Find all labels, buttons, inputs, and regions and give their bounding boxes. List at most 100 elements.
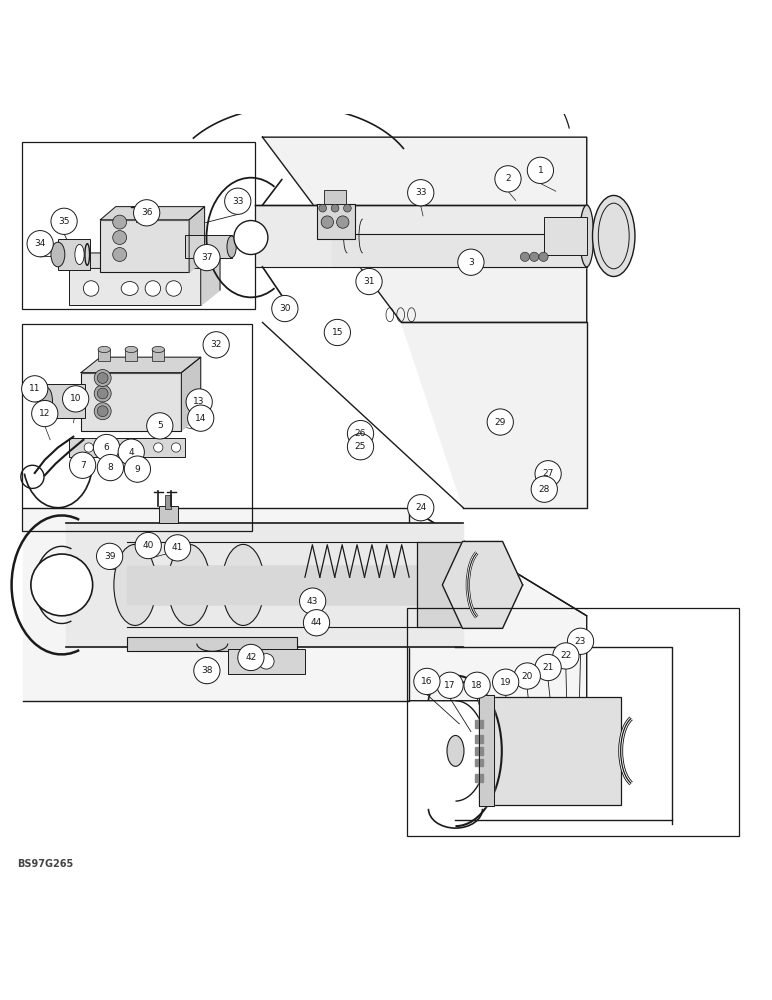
Polygon shape xyxy=(475,759,482,766)
Circle shape xyxy=(110,443,119,452)
Bar xyxy=(46,384,85,418)
Text: 42: 42 xyxy=(245,653,256,662)
Text: 35: 35 xyxy=(59,217,69,226)
Circle shape xyxy=(135,532,161,559)
Circle shape xyxy=(83,281,99,296)
Text: 24: 24 xyxy=(415,503,426,512)
Bar xyxy=(417,542,479,627)
Circle shape xyxy=(171,443,181,452)
Ellipse shape xyxy=(447,735,464,766)
Bar xyxy=(58,239,90,270)
Polygon shape xyxy=(23,508,409,701)
Text: 34: 34 xyxy=(35,239,46,248)
Text: 12: 12 xyxy=(39,409,50,418)
Polygon shape xyxy=(479,695,494,806)
Text: 28: 28 xyxy=(539,485,550,494)
Ellipse shape xyxy=(593,195,635,277)
Circle shape xyxy=(238,644,264,671)
Circle shape xyxy=(97,406,108,417)
Circle shape xyxy=(310,618,320,627)
Text: 15: 15 xyxy=(332,328,343,337)
Circle shape xyxy=(347,420,374,447)
Circle shape xyxy=(96,543,123,569)
Circle shape xyxy=(134,200,160,226)
Circle shape xyxy=(27,231,53,257)
Text: 9: 9 xyxy=(134,465,141,474)
Circle shape xyxy=(437,672,463,698)
Circle shape xyxy=(331,204,339,212)
Circle shape xyxy=(51,208,77,234)
Polygon shape xyxy=(69,253,220,268)
Bar xyxy=(185,235,232,258)
Circle shape xyxy=(539,252,548,261)
Ellipse shape xyxy=(227,236,236,258)
Text: 44: 44 xyxy=(311,618,322,627)
Circle shape xyxy=(22,376,48,402)
Text: 43: 43 xyxy=(307,597,318,606)
Bar xyxy=(544,217,587,255)
Circle shape xyxy=(164,535,191,561)
Bar xyxy=(324,190,346,204)
FancyBboxPatch shape xyxy=(317,204,355,239)
Text: 41: 41 xyxy=(172,543,183,552)
Text: 7: 7 xyxy=(80,461,86,470)
Bar xyxy=(228,649,305,674)
Circle shape xyxy=(63,386,89,412)
Circle shape xyxy=(32,400,58,427)
Text: 36: 36 xyxy=(141,208,152,217)
Polygon shape xyxy=(255,205,587,267)
Bar xyxy=(165,495,171,509)
Ellipse shape xyxy=(121,282,138,295)
Text: 27: 27 xyxy=(543,469,554,478)
Circle shape xyxy=(94,403,111,420)
Polygon shape xyxy=(332,234,587,267)
Ellipse shape xyxy=(114,544,156,625)
Bar xyxy=(407,608,739,836)
Polygon shape xyxy=(475,720,482,728)
Circle shape xyxy=(531,476,557,502)
Circle shape xyxy=(344,204,351,212)
Circle shape xyxy=(319,204,327,212)
Text: 6: 6 xyxy=(103,443,110,452)
Bar xyxy=(479,697,621,805)
FancyBboxPatch shape xyxy=(81,373,181,431)
Bar xyxy=(98,349,110,361)
Polygon shape xyxy=(262,137,587,322)
Polygon shape xyxy=(100,207,205,220)
Circle shape xyxy=(414,668,440,695)
Text: 31: 31 xyxy=(364,277,374,286)
Circle shape xyxy=(535,461,561,487)
Circle shape xyxy=(487,409,513,435)
Circle shape xyxy=(300,588,326,614)
Circle shape xyxy=(118,439,144,465)
Circle shape xyxy=(113,215,127,229)
Polygon shape xyxy=(409,508,587,701)
Bar xyxy=(127,637,297,651)
Polygon shape xyxy=(127,566,417,604)
Text: 25: 25 xyxy=(355,442,366,451)
Ellipse shape xyxy=(218,337,222,345)
Circle shape xyxy=(527,157,554,183)
Text: 10: 10 xyxy=(70,394,81,403)
Bar xyxy=(22,324,252,531)
Circle shape xyxy=(530,252,539,261)
Ellipse shape xyxy=(580,205,594,267)
Circle shape xyxy=(321,216,334,228)
Ellipse shape xyxy=(125,346,137,353)
Text: 30: 30 xyxy=(279,304,290,313)
Text: 39: 39 xyxy=(104,552,115,561)
Text: 8: 8 xyxy=(107,463,113,472)
Circle shape xyxy=(520,252,530,261)
Text: BS97G265: BS97G265 xyxy=(17,859,73,869)
Polygon shape xyxy=(81,357,201,373)
Polygon shape xyxy=(201,253,220,305)
Circle shape xyxy=(31,554,93,616)
Polygon shape xyxy=(66,523,463,647)
Ellipse shape xyxy=(51,242,65,267)
Text: 40: 40 xyxy=(143,541,154,550)
Bar xyxy=(69,438,185,457)
Circle shape xyxy=(408,495,434,521)
Circle shape xyxy=(303,610,330,636)
Polygon shape xyxy=(475,735,482,743)
Ellipse shape xyxy=(152,346,164,353)
